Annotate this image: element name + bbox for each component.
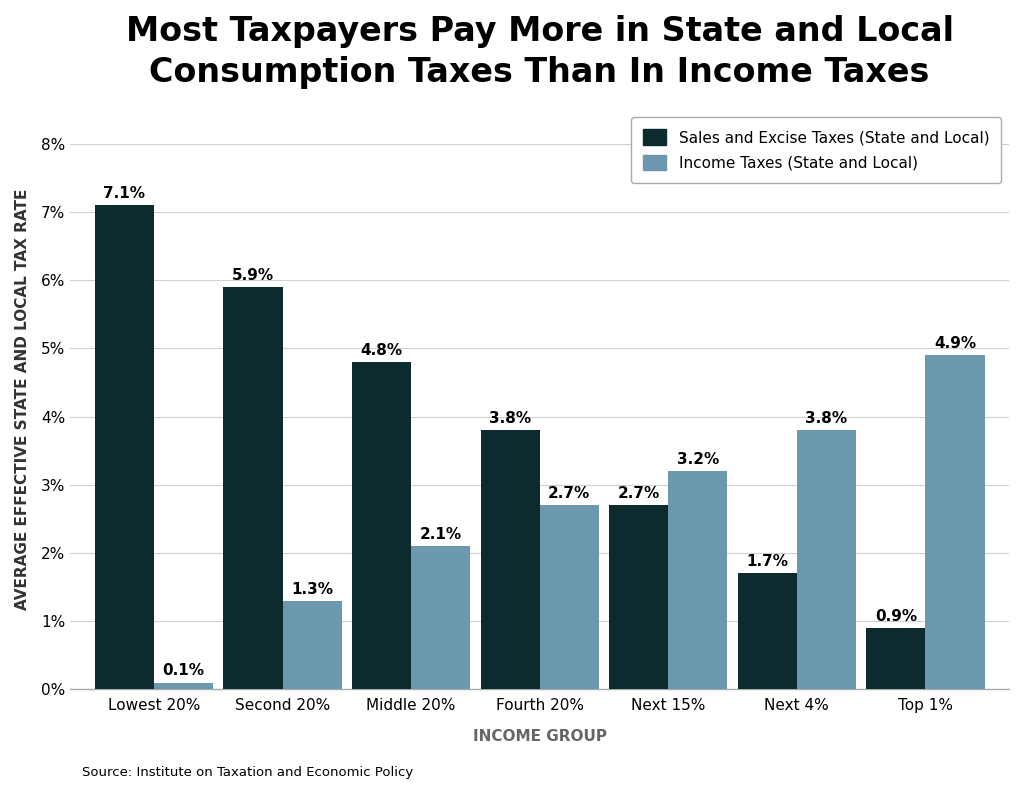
Bar <box>737 573 797 690</box>
Text: 0.1%: 0.1% <box>163 664 205 679</box>
Text: 3.8%: 3.8% <box>805 411 848 426</box>
Bar <box>926 355 984 690</box>
Text: 3.2%: 3.2% <box>677 452 719 467</box>
Bar <box>283 600 342 690</box>
Bar <box>352 362 411 690</box>
X-axis label: INCOME GROUP: INCOME GROUP <box>473 729 606 744</box>
Bar <box>154 683 213 690</box>
Text: 4.8%: 4.8% <box>360 343 402 358</box>
Text: Source: Institute on Taxation and Economic Policy: Source: Institute on Taxation and Econom… <box>82 766 413 779</box>
Y-axis label: AVERAGE EFFECTIVE STATE AND LOCAL TAX RATE: AVERAGE EFFECTIVE STATE AND LOCAL TAX RA… <box>15 189 30 610</box>
Bar <box>866 628 926 690</box>
Text: 2.7%: 2.7% <box>617 486 659 501</box>
Text: 3.8%: 3.8% <box>489 411 531 426</box>
Bar <box>95 205 154 690</box>
Bar <box>797 430 856 690</box>
Bar <box>669 471 727 690</box>
Text: 4.9%: 4.9% <box>934 336 976 351</box>
Bar <box>480 430 540 690</box>
Title: Most Taxpayers Pay More in State and Local
Consumption Taxes Than In Income Taxe: Most Taxpayers Pay More in State and Loc… <box>126 15 953 89</box>
Text: 1.3%: 1.3% <box>291 581 333 596</box>
Bar <box>609 505 669 690</box>
Text: 2.1%: 2.1% <box>420 527 462 542</box>
Bar <box>540 505 599 690</box>
Text: 5.9%: 5.9% <box>231 268 274 283</box>
Text: 0.9%: 0.9% <box>874 609 916 624</box>
Legend: Sales and Excise Taxes (State and Local), Income Taxes (State and Local): Sales and Excise Taxes (State and Local)… <box>631 117 1001 183</box>
Text: 2.7%: 2.7% <box>548 486 591 501</box>
Text: 1.7%: 1.7% <box>746 554 788 570</box>
Bar <box>411 546 470 690</box>
Bar <box>223 287 283 690</box>
Text: 7.1%: 7.1% <box>103 186 145 201</box>
